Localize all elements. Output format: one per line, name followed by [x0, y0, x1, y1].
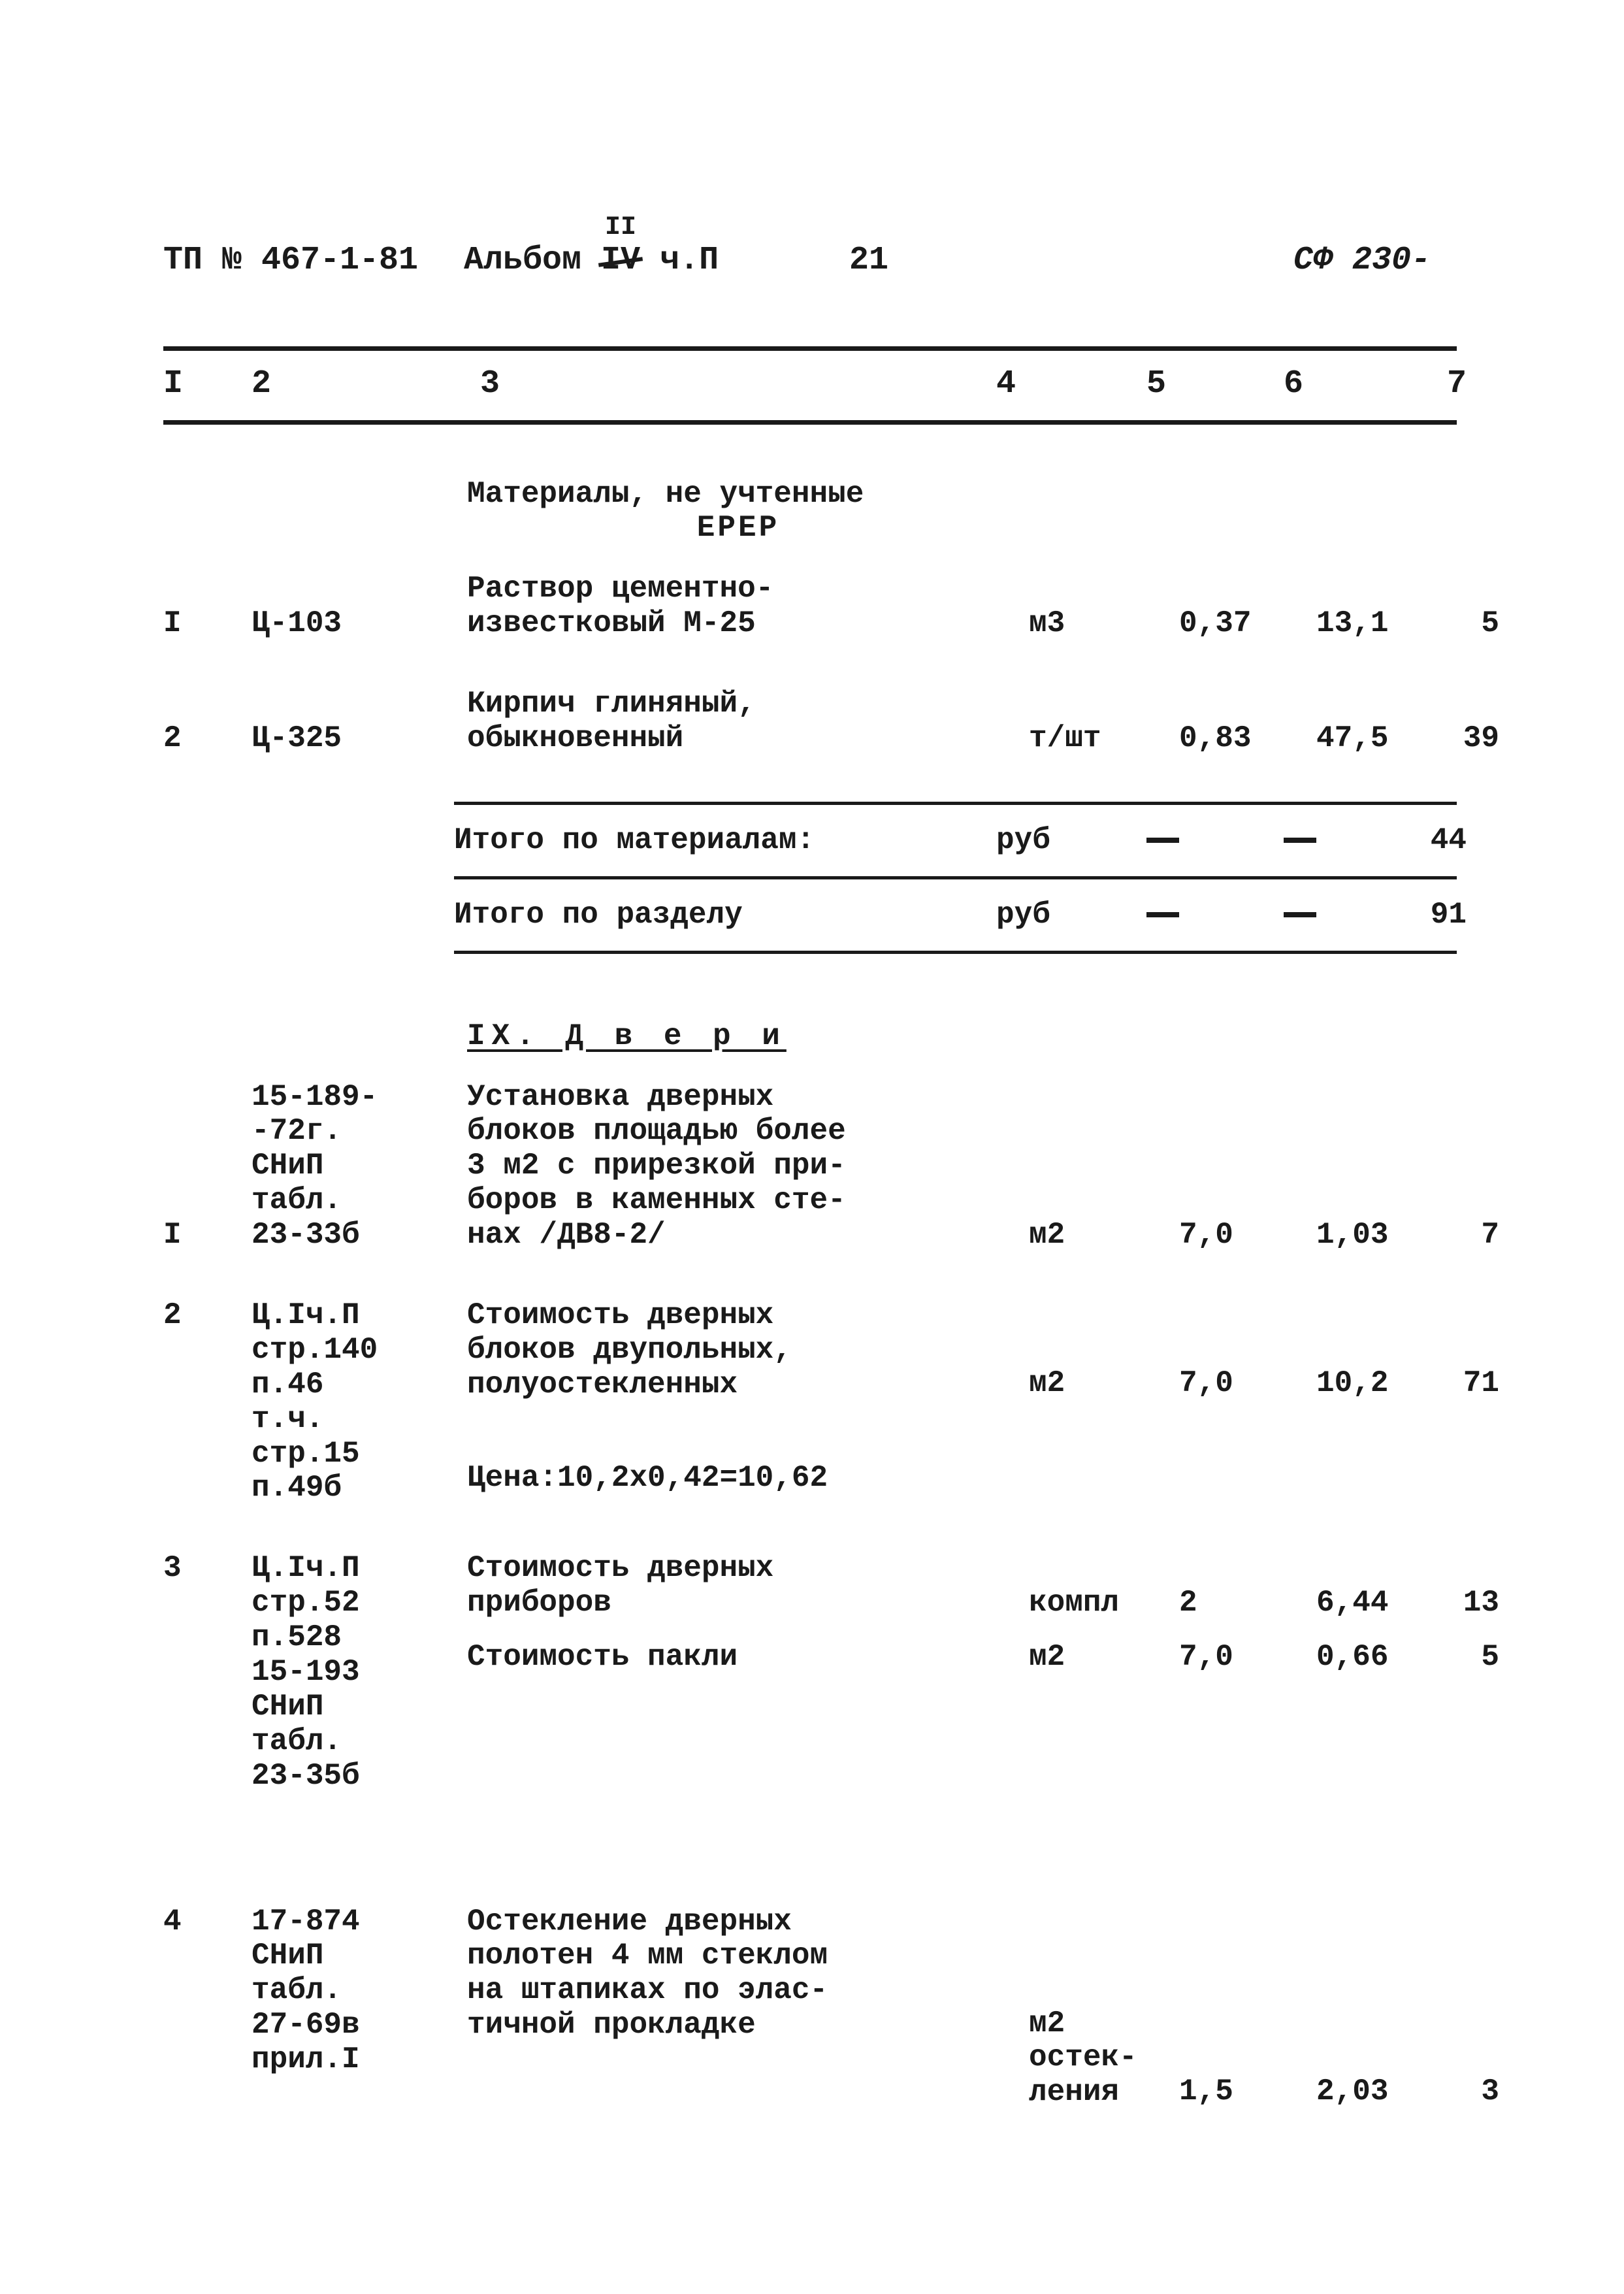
row-price: 0,66	[1316, 1640, 1447, 1675]
row-qty: 0,37	[1179, 606, 1316, 641]
rule-under-header	[163, 420, 1457, 425]
row-desc: Остекление дверных полотен 4 мм стеклом …	[467, 1905, 1029, 2043]
col-7: 7	[1414, 351, 1467, 420]
row-desc: Установка дверных блоков площадью более …	[467, 1080, 1029, 1253]
column-header-row: I 2 3 4 5 6 7	[163, 351, 1467, 420]
row-sum: 5	[1447, 1640, 1499, 1675]
album-struck: II IV	[601, 242, 640, 280]
col-2: 2	[252, 351, 454, 420]
album-label: Альбом II IV ч.П	[464, 242, 719, 280]
album-superscript: II	[605, 213, 636, 243]
table-row: I Ц-103 Раствор цементно- известковый М-…	[163, 572, 1457, 641]
row-unit: м3	[1029, 606, 1179, 641]
row-sum: 5	[1447, 606, 1499, 641]
row-qty: 7,0	[1179, 1298, 1316, 1401]
row-price: 47,5	[1316, 721, 1447, 756]
table-row: 2 Ц.Iч.П стр.140 п.46 т.ч. стр.15 п.49б …	[163, 1298, 1457, 1505]
row-unit: м2	[1029, 1640, 1179, 1675]
row-desc: Кирпич глиняный, обыкновенный	[467, 687, 1029, 756]
doc-code: ТП № 467-1-81	[163, 242, 418, 280]
col-3: 3	[454, 351, 996, 420]
row-qty: 7,0	[1179, 1640, 1316, 1675]
col-5: 5	[1146, 351, 1284, 420]
section-materials-title: Материалы, не учтенные ЕРЕР	[163, 477, 1457, 546]
row-unit: м2 остек- ления	[1029, 1905, 1179, 2110]
section-title-text: IX. Д в е р и	[467, 1019, 787, 1053]
row-code: Ц-103	[252, 606, 467, 641]
row-sum: 7	[1447, 1218, 1499, 1253]
album-prefix: Альбом	[464, 242, 581, 279]
dash	[1284, 823, 1414, 858]
row-price: 6,44	[1316, 1586, 1447, 1620]
row-qty: 0,83	[1179, 721, 1316, 756]
right-code: СФ 230-	[1293, 242, 1431, 280]
row-num: 2	[163, 1298, 252, 1333]
rule-top	[163, 346, 1457, 351]
row-qty: 7,0	[1179, 1218, 1316, 1253]
row-unit: м2	[1029, 1298, 1179, 1401]
row-sum: 71	[1447, 1298, 1499, 1401]
row-num: 3	[163, 1551, 252, 1586]
subtotal-block: Итого по материалам: руб 44 Итого по раз…	[454, 802, 1457, 954]
row-price: 2,03	[1316, 1905, 1447, 2109]
table-row: I 15-189- -72г. СНиП табл. 23-33б Устано…	[163, 1080, 1457, 1253]
row-price: 1,03	[1316, 1218, 1447, 1253]
scanned-document-page: ТП № 467-1-81 Альбом II IV ч.П 21 СФ 230…	[0, 0, 1624, 2294]
table-row: 3 Ц.Iч.П стр.52 п.528 15-193 СНиП табл. …	[163, 1551, 1457, 1793]
row-unit: компл	[1029, 1586, 1179, 1620]
album-suffix: ч.П	[660, 242, 719, 279]
row-desc: Стоимость дверных приборов	[467, 1551, 1029, 1620]
table-area: I 2 3 4 5 6 7 Материалы, не учтенные ЕРЕ…	[163, 346, 1457, 2155]
row-qty: 1,5	[1179, 1905, 1316, 2109]
row-desc: Раствор цементно- известковый М-25	[467, 572, 1029, 641]
subtotal-materials: Итого по материалам: руб 44	[454, 805, 1457, 876]
table-row: 4 17-874 СНиП табл. 27-69в прил.I Остекл…	[163, 1905, 1457, 2110]
row-price: 10,2	[1316, 1298, 1447, 1401]
section-doors-title: IX. Д в е р и	[163, 1019, 1457, 1054]
section-title-text: Материалы, не учтенные ЕРЕР	[467, 477, 1029, 546]
row-qty: 2	[1179, 1586, 1316, 1620]
row-unit: т/шт	[1029, 721, 1179, 756]
row-price: 13,1	[1316, 606, 1447, 641]
col-6: 6	[1284, 351, 1414, 420]
row-code: 17-874 СНиП табл. 27-69в прил.I	[252, 1905, 467, 2077]
row-code: 15-189- -72г. СНиП табл. 23-33б	[252, 1080, 467, 1253]
dash	[1146, 823, 1284, 858]
row-sum: 13	[1447, 1586, 1499, 1620]
row-code: Ц.Iч.П стр.52 п.528 15-193 СНиП табл. 23…	[252, 1551, 467, 1793]
row-sum: 39	[1447, 721, 1499, 756]
table-row: 2 Ц-325 Кирпич глиняный, обыкновенный т/…	[163, 687, 1457, 756]
row-code: Ц.Iч.П стр.140 п.46 т.ч. стр.15 п.49б	[252, 1298, 467, 1505]
price-note: Цена:10,2х0,42=10,62	[467, 1461, 1009, 1496]
row-num: 4	[163, 1905, 252, 1939]
col-1: I	[163, 351, 252, 420]
row-num: I	[163, 606, 252, 641]
row-num: 2	[163, 721, 252, 756]
row-num: I	[163, 1218, 252, 1253]
subtotal-section: Итого по разделу руб 91	[454, 879, 1457, 951]
row-desc: Стоимость пакли	[467, 1640, 1029, 1675]
row-unit: м2	[1029, 1218, 1179, 1253]
page-number: 21	[849, 242, 888, 280]
col-4: 4	[996, 351, 1146, 420]
dash	[1146, 898, 1284, 932]
row-code: Ц-325	[252, 721, 467, 756]
row-desc: Стоимость дверных блоков двупольных, пол…	[467, 1298, 1029, 1496]
row-sum: 3	[1447, 1905, 1499, 2109]
dash	[1284, 898, 1414, 932]
